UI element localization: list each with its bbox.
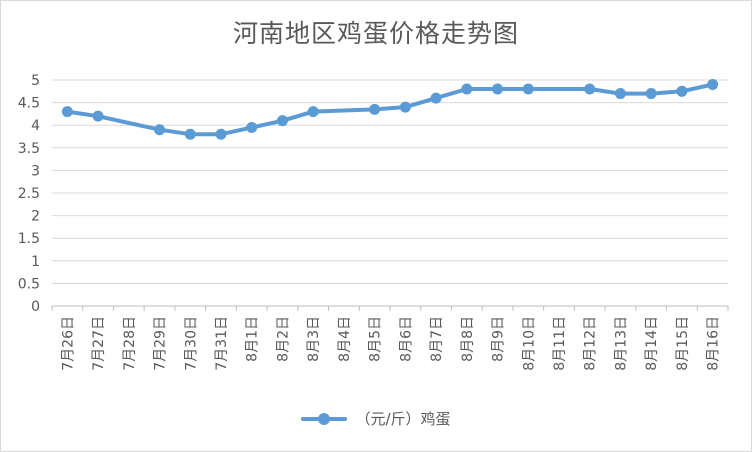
data-point	[154, 124, 166, 136]
y-tick-label: 2	[31, 209, 40, 225]
data-point	[707, 79, 719, 91]
data-point	[61, 106, 73, 118]
legend-label: （元/斤）鸡蛋	[355, 410, 451, 428]
y-tick-label: 0.5	[18, 276, 40, 292]
data-point	[645, 88, 657, 100]
x-tick-label: 8月4日	[337, 316, 353, 362]
data-point	[522, 83, 534, 95]
data-point	[461, 83, 473, 95]
data-point	[92, 110, 104, 122]
x-tick-label: 8月14日	[644, 316, 660, 371]
y-axis: 0 0.5 1 1.5 2 2.5 3 3.5 4 4.5 5	[18, 73, 40, 315]
y-tick-label: 3	[31, 163, 40, 179]
y-tick-label: 4.5	[18, 96, 40, 112]
x-tick-label: 7月30日	[183, 316, 199, 371]
x-tick-label: 8月9日	[491, 316, 507, 362]
y-tick-label: 2.5	[18, 186, 40, 202]
y-tick-label: 1.5	[18, 231, 40, 247]
gridlines	[52, 79, 728, 307]
series-layer	[61, 79, 719, 140]
data-point	[184, 128, 196, 140]
x-tick-label: 7月31日	[214, 316, 230, 371]
data-point	[399, 101, 411, 113]
x-tick-label: 8月8日	[460, 316, 476, 362]
legend: （元/斤）鸡蛋	[0, 408, 752, 429]
legend-marker	[318, 412, 331, 425]
x-axis: 7月26日 7月27日 7月28日 7月29日 7月30日 7月31日 8月1日 8月2日 8月…	[51, 305, 729, 371]
data-point	[276, 115, 288, 127]
x-tick-label: 8月13日	[613, 316, 629, 371]
y-tick-label: 1	[31, 254, 40, 270]
x-tick-label: 8月12日	[583, 316, 599, 371]
y-tick-label: 0	[31, 299, 40, 315]
x-tick-label: 8月7日	[429, 316, 445, 362]
data-point	[584, 83, 596, 95]
x-tick-label: 8月16日	[706, 316, 722, 371]
x-tick-label: 7月28日	[122, 316, 138, 371]
data-point	[215, 128, 227, 140]
legend-swatch	[301, 412, 348, 426]
data-point	[430, 92, 442, 104]
x-tick-label: 7月27日	[91, 316, 107, 371]
y-tick-label: 3.5	[18, 141, 40, 157]
x-tick-label: 8月11日	[552, 316, 568, 371]
x-tick-label: 8月15日	[675, 316, 691, 371]
data-point	[307, 106, 319, 118]
x-tick-label: 8月2日	[275, 316, 291, 362]
y-tick-label: 4	[31, 118, 40, 134]
x-tick-label: 7月26日	[60, 316, 76, 371]
x-tick-label: 8月3日	[306, 316, 322, 362]
data-point	[614, 88, 626, 100]
data-point	[246, 121, 258, 133]
data-point	[369, 103, 381, 115]
x-tick-label: 8月5日	[368, 316, 384, 362]
x-tick-label: 8月10日	[521, 316, 537, 371]
x-tick-label: 8月1日	[245, 316, 261, 362]
data-point	[676, 85, 688, 97]
data-point	[492, 83, 504, 95]
chart-title: 河南地区鸡蛋价格走势图	[232, 19, 519, 48]
x-tick-label: 8月6日	[398, 316, 414, 362]
x-tick-label: 7月29日	[153, 316, 169, 371]
y-tick-label: 5	[31, 73, 40, 89]
